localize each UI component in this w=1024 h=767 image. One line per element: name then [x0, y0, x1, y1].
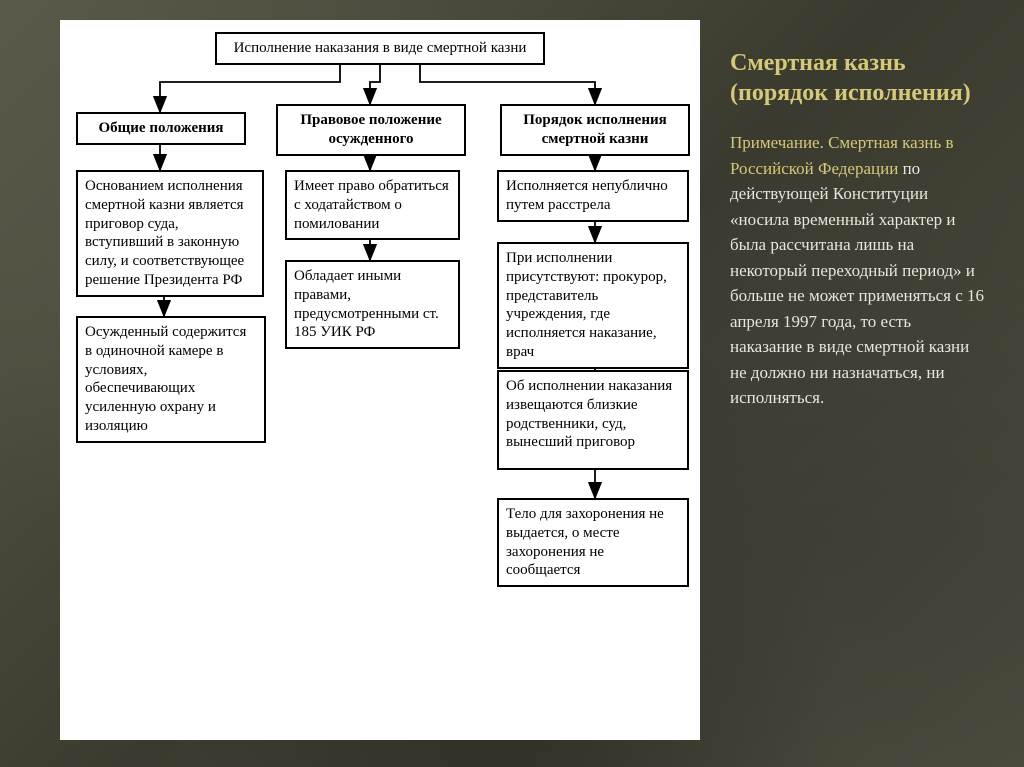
- flowchart-node-b3c: Об исполнении наказания извещаются близк…: [497, 370, 689, 470]
- flowchart-node-b1b: Осужденный содержится в одиночной камере…: [76, 316, 266, 443]
- slide-container: Исполнение наказания в виде смертной каз…: [0, 0, 1024, 767]
- sidebar-title: Смертная казнь (порядок исполнения): [730, 48, 986, 108]
- flowchart-node-b3a: Исполняется непублично путем расстрела: [497, 170, 689, 222]
- sidebar-note: Примечание. Смертная казнь в Российской …: [730, 130, 986, 411]
- flowchart-edge-root-h3: [420, 60, 595, 104]
- flowchart-node-b3b: При исполнении присутствуют: прокурор, п…: [497, 242, 689, 369]
- flowchart-node-root: Исполнение наказания в виде смертной каз…: [215, 32, 545, 65]
- flowchart-panel: Исполнение наказания в виде смертной каз…: [60, 20, 700, 740]
- flowchart-node-b3d: Тело для захоронения не выдается, о мест…: [497, 498, 689, 587]
- flowchart-edge-root-h2: [370, 60, 380, 104]
- flowchart-node-b2a: Имеет право обратиться с ходатайством о …: [285, 170, 460, 240]
- sidebar-note-body: по действующей Конституции «носила време…: [730, 159, 984, 408]
- flowchart-node-h3: Порядок исполнения смертной казни: [500, 104, 690, 156]
- sidebar: Смертная казнь (порядок исполнения) Прим…: [700, 20, 1006, 747]
- flowchart-node-b2b: Обладает иными правами, предусмотренными…: [285, 260, 460, 349]
- flowchart-node-h1: Общие положения: [76, 112, 246, 145]
- flowchart-node-h2: Правовое положение осужденного: [276, 104, 466, 156]
- flowchart-node-b1a: Основанием исполнения смертной казни явл…: [76, 170, 264, 297]
